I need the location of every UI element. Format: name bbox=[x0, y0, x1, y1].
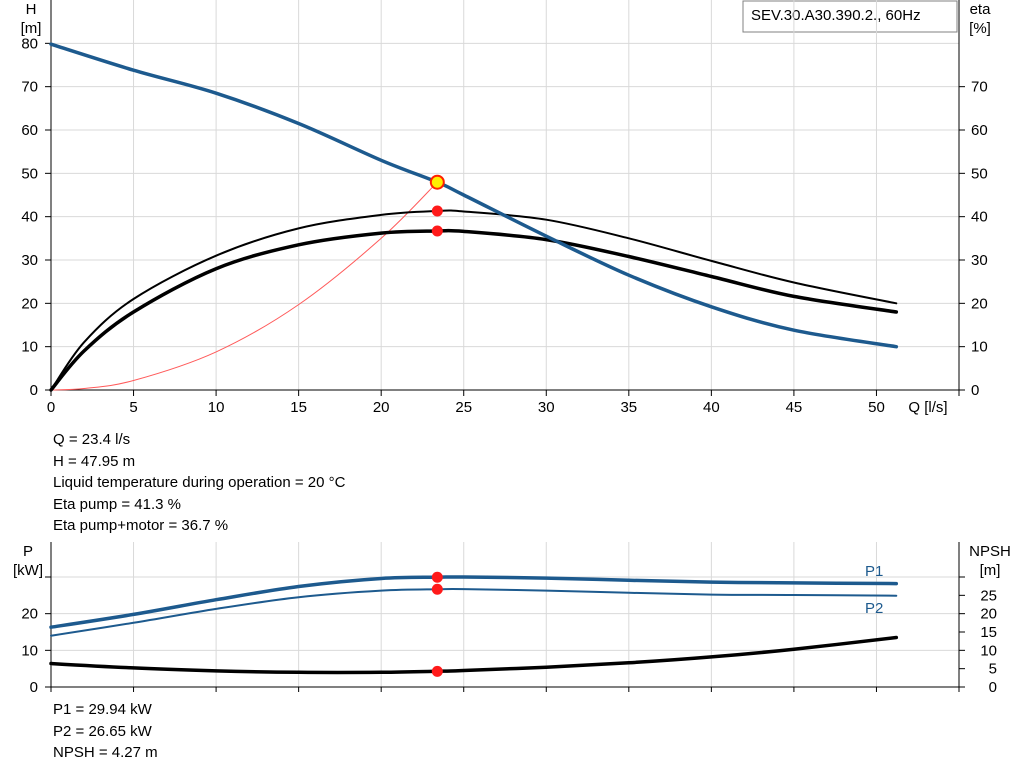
y-tick-label: 50 bbox=[21, 165, 38, 182]
y-tick-label: 0 bbox=[30, 679, 38, 696]
y-tick-label: 20 bbox=[21, 606, 38, 623]
head-readout: H = 47.95 m bbox=[53, 452, 136, 470]
x-tick-label: 20 bbox=[373, 399, 390, 416]
operating-point-info: Q = 23.4 l/s H = 47.95 m Liquid temperat… bbox=[53, 429, 345, 537]
y2-axis-label: eta [%] bbox=[969, 1, 991, 37]
y2-tick-label: 50 bbox=[971, 165, 988, 182]
y-tick-label: 80 bbox=[21, 35, 38, 52]
x-tick-label: 40 bbox=[703, 399, 720, 416]
flow-readout: Q = 23.4 l/s bbox=[53, 431, 131, 448]
p1-series-label: P1 bbox=[865, 563, 883, 580]
x-axis-label: Q [l/s] bbox=[908, 399, 947, 416]
liquid-temperature-readout: Liquid temperature during operation = 20… bbox=[53, 474, 346, 491]
system-curve-curve bbox=[50, 181, 438, 391]
y2-tick-label: 60 bbox=[971, 122, 988, 139]
y2-tick-label: 10 bbox=[980, 642, 997, 659]
p1-readout: P1 = 29.94 kW bbox=[53, 701, 152, 718]
eta-pump-readout: Eta pump = 41.3 % bbox=[53, 495, 181, 513]
y-tick-label: 20 bbox=[21, 295, 38, 312]
model-label: SEV.30.A30.390.2., 60Hz bbox=[751, 7, 921, 24]
npsh-readout: NPSH = 4.27 m bbox=[53, 744, 158, 761]
x-tick-label: 15 bbox=[290, 399, 307, 416]
duty-point-marker bbox=[429, 174, 445, 190]
y2-tick-label: 40 bbox=[971, 209, 988, 226]
operating-point-marker bbox=[431, 205, 443, 217]
x-tick-label: 50 bbox=[868, 399, 885, 416]
y-tick-label: 0 bbox=[30, 382, 38, 399]
y2-tick-label: 15 bbox=[980, 624, 997, 641]
y-axis-label: H [m] bbox=[21, 1, 42, 37]
p2-curve bbox=[50, 587, 898, 637]
operating-point-marker bbox=[431, 571, 443, 583]
operating-point-marker bbox=[431, 665, 443, 677]
power-info: P1 = 29.94 kW P2 = 26.65 kW NPSH = 4.27 … bbox=[53, 699, 158, 764]
x-tick-label: 30 bbox=[538, 399, 555, 416]
eta-pump-motor-curve bbox=[49, 228, 899, 392]
x-tick-label: 35 bbox=[620, 399, 637, 416]
x-tick-label: 25 bbox=[455, 399, 472, 416]
y2-tick-label: 0 bbox=[971, 382, 979, 399]
y2-tick-label: 20 bbox=[971, 295, 988, 312]
y-tick-label: 30 bbox=[21, 252, 38, 269]
x-tick-label: 45 bbox=[786, 399, 803, 416]
operating-point-marker bbox=[431, 225, 443, 237]
y2-tick-label: 10 bbox=[971, 339, 988, 356]
y-tick-label: 40 bbox=[21, 209, 38, 226]
head-curve bbox=[49, 42, 899, 349]
y2-tick-label: 5 bbox=[989, 661, 997, 678]
eta-pump-curve bbox=[50, 209, 898, 391]
y-tick-label: 70 bbox=[21, 79, 38, 96]
y2-tick-label: 20 bbox=[980, 606, 997, 623]
x-tick-label: 10 bbox=[208, 399, 225, 416]
eta-total-readout: Eta pump+motor = 36.7 % bbox=[53, 517, 229, 534]
y-tick-label: 10 bbox=[21, 339, 38, 356]
y2-tick-label: 25 bbox=[980, 587, 997, 604]
y-tick-label: 60 bbox=[21, 122, 38, 139]
operating-point-marker bbox=[431, 583, 443, 595]
y-axis-label: P [kW] bbox=[13, 543, 43, 579]
y2-tick-label: 0 bbox=[989, 679, 997, 696]
model-label-box bbox=[742, 0, 958, 33]
y-tick-label: 10 bbox=[21, 642, 38, 659]
x-tick-label: 5 bbox=[129, 399, 137, 416]
npsh-curve bbox=[49, 635, 899, 675]
y2-tick-label: 30 bbox=[971, 252, 988, 269]
p2-series-label: P2 bbox=[865, 600, 883, 617]
x-tick-label: 0 bbox=[47, 399, 55, 416]
y2-axis-label: NPSH [m] bbox=[969, 543, 1011, 579]
y2-tick-label: 70 bbox=[971, 79, 988, 96]
p1-curve bbox=[49, 575, 899, 629]
p2-readout: P2 = 26.65 kW bbox=[53, 722, 152, 740]
head-efficiency-chart: 0 5 10 15 20 25 30 35 40 45 50 Q [l/s] 0 10 20 30 40 50 60… bbox=[21, 0, 991, 416]
